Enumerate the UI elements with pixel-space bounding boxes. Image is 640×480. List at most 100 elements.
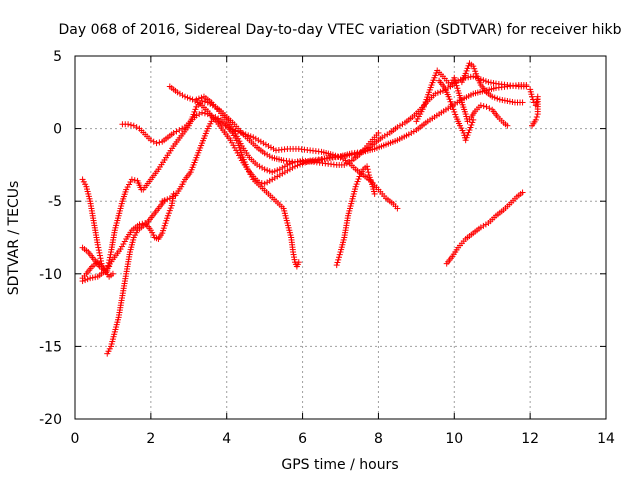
- series-11: [333, 163, 378, 269]
- data-point: [276, 166, 283, 173]
- data-point: [410, 128, 417, 135]
- series-8: [119, 109, 401, 212]
- data-point: [346, 158, 353, 165]
- x-tick-label: 2: [146, 431, 155, 447]
- y-axis-title: SDTVAR / TECUs: [6, 181, 22, 296]
- data-point: [159, 198, 166, 205]
- data-point: [262, 141, 269, 148]
- data-point: [255, 137, 262, 144]
- data-point: [519, 189, 526, 196]
- data-point: [408, 129, 415, 136]
- data-point: [449, 103, 456, 110]
- data-point: [261, 166, 268, 173]
- y-tick-label: 0: [53, 122, 62, 138]
- series-7: [166, 73, 530, 187]
- data-point: [379, 134, 386, 141]
- data-point: [245, 132, 252, 139]
- data-point: [109, 270, 116, 277]
- series-10: [193, 93, 382, 176]
- data-point: [469, 119, 476, 126]
- data-point: [147, 137, 154, 144]
- data-point: [82, 277, 89, 284]
- data-point: [333, 262, 340, 269]
- data-point: [394, 205, 401, 212]
- data-point: [127, 178, 134, 185]
- data-point: [276, 172, 283, 179]
- data-point: [381, 132, 388, 139]
- series-5: [104, 176, 145, 274]
- data-point: [265, 143, 272, 150]
- data-point: [170, 129, 177, 136]
- data-point: [124, 184, 131, 191]
- data-point: [125, 121, 132, 128]
- data-point: [97, 255, 104, 262]
- series-3: [104, 198, 168, 357]
- data-point: [174, 89, 181, 96]
- data-point: [230, 142, 237, 149]
- data-point: [470, 63, 477, 70]
- data-point: [480, 103, 487, 110]
- data-point: [384, 131, 391, 138]
- data-point: [494, 95, 501, 102]
- data-point: [234, 149, 241, 156]
- data-point: [165, 210, 172, 217]
- data-point: [207, 112, 214, 119]
- data-point: [480, 222, 487, 229]
- data-point: [483, 103, 490, 110]
- data-point: [343, 160, 350, 167]
- data-point: [79, 278, 86, 285]
- data-point: [139, 220, 146, 227]
- data-point: [248, 173, 255, 180]
- data-point: [94, 241, 101, 248]
- x-tick-label: 4: [222, 431, 231, 447]
- x-tick-label: 6: [298, 431, 307, 447]
- data-point: [448, 101, 455, 108]
- data-point: [212, 113, 219, 120]
- data-point: [252, 135, 259, 142]
- y-tick-label: 5: [53, 49, 62, 65]
- chart-title: Day 068 of 2016, Sidereal Day-to-day VTE…: [59, 22, 622, 38]
- data-point: [341, 161, 348, 168]
- data-point: [452, 80, 459, 87]
- data-point: [446, 96, 453, 103]
- data-point: [133, 124, 140, 131]
- data-point: [329, 151, 336, 158]
- data-point: [399, 121, 406, 128]
- data-point: [365, 169, 372, 176]
- data-point: [260, 140, 267, 147]
- data-point: [192, 106, 199, 113]
- data-point: [364, 166, 371, 173]
- data-point: [215, 115, 222, 122]
- data-point: [332, 152, 339, 159]
- data-point: [266, 168, 273, 175]
- data-point: [173, 128, 180, 135]
- data-point: [105, 259, 112, 266]
- data-point: [453, 82, 460, 89]
- data-point: [266, 177, 273, 184]
- data-point: [201, 110, 208, 117]
- data-point: [184, 94, 191, 101]
- data-point: [164, 212, 171, 219]
- data-point: [353, 181, 360, 188]
- x-tick-label: 0: [71, 431, 80, 447]
- data-point: [179, 125, 186, 132]
- data-point: [281, 163, 288, 170]
- data-point: [468, 121, 475, 128]
- data-point: [236, 152, 243, 159]
- x-tick-label: 10: [445, 431, 463, 447]
- data-point: [471, 65, 478, 72]
- data-point: [434, 89, 441, 96]
- data-point: [237, 129, 244, 136]
- data-point: [121, 238, 128, 245]
- data-point: [519, 99, 526, 106]
- data-point: [335, 256, 342, 263]
- data-point: [447, 98, 454, 105]
- data-point: [364, 163, 371, 170]
- series-14: [436, 77, 477, 144]
- data-point: [445, 93, 452, 100]
- data-point: [281, 169, 288, 176]
- data-point: [95, 244, 102, 251]
- data-point: [127, 121, 134, 128]
- data-point: [375, 129, 382, 136]
- data-point: [279, 164, 286, 171]
